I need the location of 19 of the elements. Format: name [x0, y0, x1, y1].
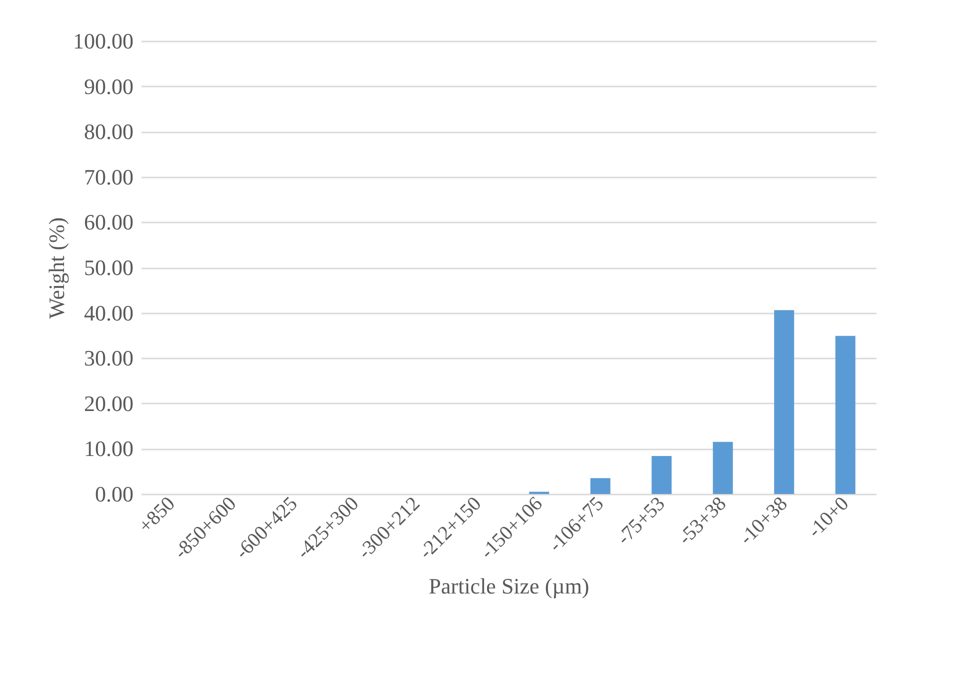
y-tick-label: 100.00 [73, 28, 134, 54]
y-tick-label: 90.00 [84, 74, 134, 99]
x-tick-label: +850 [134, 492, 180, 538]
y-tick-label: 70.00 [84, 164, 134, 190]
y-axis-title: Weight (%) [44, 217, 69, 319]
bar [590, 478, 610, 494]
x-axis-title: Particle Size (µm) [428, 574, 590, 599]
y-tick-label: 20.00 [84, 390, 134, 416]
y-tick-label: 50.00 [84, 255, 134, 280]
bar [712, 442, 733, 494]
y-tick-label: 30.00 [84, 346, 134, 371]
y-tick-label: 40.00 [84, 300, 134, 326]
bar [652, 456, 672, 494]
y-tick-label: 60.00 [84, 210, 134, 235]
bar [774, 310, 794, 494]
y-tick-label: 0.00 [95, 482, 134, 506]
y-tick-label: 10.00 [84, 436, 134, 462]
bar [835, 336, 856, 494]
y-tick-label: 80.00 [84, 119, 134, 144]
